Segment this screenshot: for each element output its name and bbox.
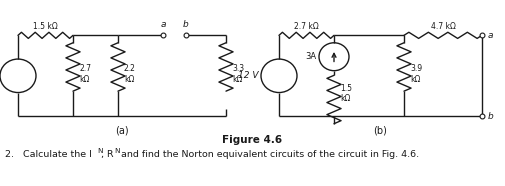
- Text: (a): (a): [115, 126, 129, 136]
- Text: 4.7 kΩ: 4.7 kΩ: [431, 22, 456, 31]
- Text: and find the Norton equivalent circuits of the circuit in Fig. 4.6.: and find the Norton equivalent circuits …: [118, 150, 419, 159]
- Text: (b): (b): [374, 126, 387, 136]
- Text: 2.2
kΩ: 2.2 kΩ: [124, 64, 136, 84]
- Text: 3.3
kΩ: 3.3 kΩ: [232, 64, 244, 84]
- Text: 2.   Calculate the I: 2. Calculate the I: [5, 150, 92, 159]
- Text: 3.9
kΩ: 3.9 kΩ: [410, 64, 422, 84]
- Text: 2.7
kΩ: 2.7 kΩ: [79, 64, 91, 84]
- Text: a: a: [160, 20, 166, 29]
- Text: Figure 4.6: Figure 4.6: [222, 135, 283, 145]
- Text: a: a: [488, 31, 493, 40]
- Text: 1.5
kΩ: 1.5 kΩ: [340, 84, 352, 103]
- Text: 2.7 kΩ: 2.7 kΩ: [294, 22, 319, 31]
- Text: 3A: 3A: [305, 52, 316, 61]
- Text: b: b: [183, 20, 189, 29]
- Text: , R: , R: [101, 150, 114, 159]
- Text: 12 V: 12 V: [237, 71, 258, 80]
- Text: N: N: [97, 148, 103, 154]
- Text: 1.5 kΩ: 1.5 kΩ: [33, 22, 58, 31]
- Text: b: b: [488, 112, 494, 121]
- Text: N: N: [114, 148, 120, 154]
